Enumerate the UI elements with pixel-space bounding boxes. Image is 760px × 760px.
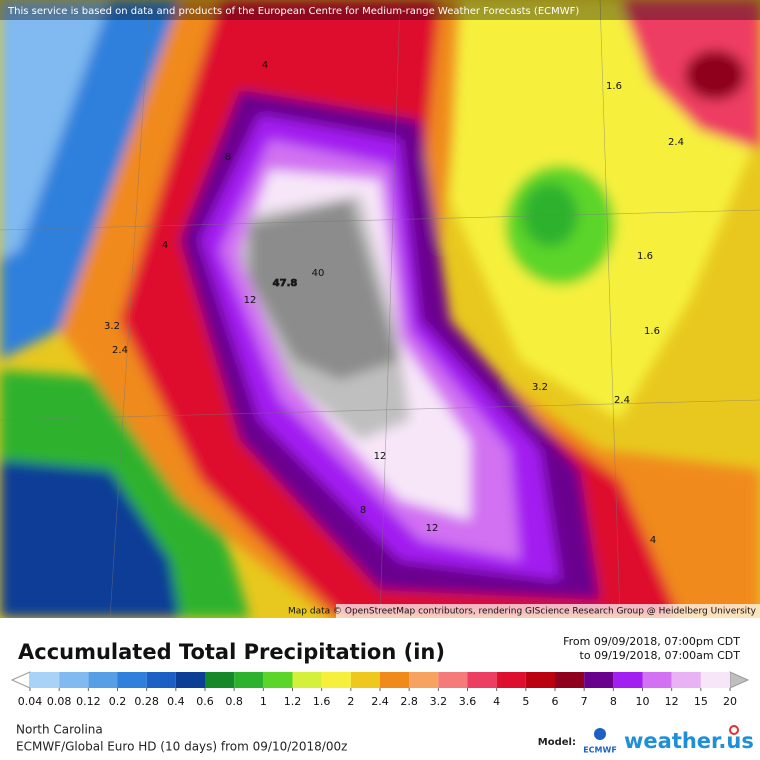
contour-label: 4 (162, 240, 168, 251)
colorbar-label: 5 (522, 695, 529, 708)
colorbar-label: 2 (347, 695, 354, 708)
colorbar-label: 12 (665, 695, 679, 708)
colorbar-cell (642, 672, 672, 688)
colorbar-label: 0.2 (109, 695, 127, 708)
contour-label: 47.8 (273, 278, 298, 289)
colorbar-label: 3.2 (430, 695, 448, 708)
colorbar-cell (671, 672, 701, 688)
colorbar-cell (263, 672, 293, 688)
contour-label: 3.2 (532, 382, 548, 393)
colorbar-label: 6 (552, 695, 559, 708)
data-notice: This service is based on data and produc… (7, 6, 579, 17)
contour-label: 2.4 (112, 345, 128, 356)
colorbar-cell (613, 672, 643, 688)
contour-label: 4 (262, 60, 268, 71)
colorbar-label: 1.6 (313, 695, 331, 708)
colorbar-cell (496, 672, 526, 688)
precip-map (0, 0, 760, 618)
colorbar-label: 7 (581, 695, 588, 708)
colorbar-label: 0.04 (18, 695, 43, 708)
colorbar-cell (175, 672, 205, 688)
contour-label: 2.4 (668, 137, 684, 148)
model-label: Model: (538, 737, 576, 748)
colorbar-label: 8 (610, 695, 617, 708)
colorbar-label: 20 (723, 695, 737, 708)
contour-label: 8 (225, 152, 231, 163)
colorbar-cell (584, 672, 614, 688)
brand-icon (729, 725, 739, 735)
map-attribution: Map data © OpenStreetMap contributors, r… (288, 607, 757, 617)
colorbar-cell (350, 672, 380, 688)
colorbar-label: 0.8 (225, 695, 243, 708)
colorbar-cell (380, 672, 410, 688)
contour-label: 8 (360, 505, 366, 516)
legend-title: Accumulated Total Precipitation (in) (18, 640, 445, 664)
brand[interactable]: weather.us (624, 729, 754, 753)
colorbar-cell (438, 672, 468, 688)
colorbar-label: 0.12 (76, 695, 101, 708)
colorbar-cell (700, 672, 730, 688)
contour-label: 1.6 (606, 81, 622, 92)
colorbar-label: 2.8 (400, 695, 418, 708)
colorbar-label: 4 (493, 695, 500, 708)
colorbar-cell (292, 672, 322, 688)
colorbar-cell (409, 672, 439, 688)
colorbar-label: 1.2 (284, 695, 302, 708)
colorbar-cell (555, 672, 585, 688)
colorbar-label: 1 (260, 695, 267, 708)
region: North Carolina (16, 723, 103, 737)
colorbar-label: 15 (694, 695, 708, 708)
colorbar: 0.04 0.08 0.12 0.2 0.28 0.4 0.6 0.8 1 1.2 1.6 2 2.4 2… (10, 671, 750, 708)
colorbar-label: 0.4 (167, 695, 185, 708)
colorbar-cell (205, 672, 235, 688)
colorbar-cell (117, 672, 147, 688)
colorbar-cell (234, 672, 264, 688)
colorbar-cell (525, 672, 555, 688)
colorbar-label: 10 (636, 695, 650, 708)
colorbar-label: 0.6 (196, 695, 214, 708)
map-labels: 47.8 40 12 12 12 8 8 4 4 4 3.2 3.2 2.4 2.4 2.4 1.6 1.6 1.… (104, 60, 684, 546)
colorbar-label: 0.08 (47, 695, 72, 708)
contour-label: 12 (426, 523, 439, 534)
colorbar-label: 0.28 (134, 695, 159, 708)
colorbar-over (729, 671, 750, 689)
colorbar-label: 2.4 (371, 695, 389, 708)
contour-label: 12 (374, 451, 387, 462)
contour-label: 40 (312, 268, 325, 279)
colorbar-label: 3.6 (459, 695, 477, 708)
contour-label: 1.6 (637, 251, 653, 262)
colorbar-under (10, 671, 31, 689)
contour-label: 2.4 (614, 395, 630, 406)
contour-label: 3.2 (104, 321, 120, 332)
colorbar-cell (59, 672, 89, 688)
valid-from: From 09/09/2018, 07:00pm CDT (563, 635, 740, 648)
contour-label: 4 (650, 535, 656, 546)
valid-to: to 09/19/2018, 07:00am CDT (580, 649, 741, 662)
colorbar-cell (321, 672, 351, 688)
colorbar-cell (30, 672, 60, 688)
contour-label: 1.6 (644, 326, 660, 337)
model-run: ECMWF/Global Euro HD (10 days) from 09/1… (16, 740, 347, 754)
colorbar-cell (146, 672, 176, 688)
contour-label: 12 (244, 295, 257, 306)
colorbar-cell (88, 672, 118, 688)
colorbar-cell (467, 672, 497, 688)
model-logo: ECMWF (583, 746, 617, 755)
ecmwf-icon (594, 728, 606, 740)
